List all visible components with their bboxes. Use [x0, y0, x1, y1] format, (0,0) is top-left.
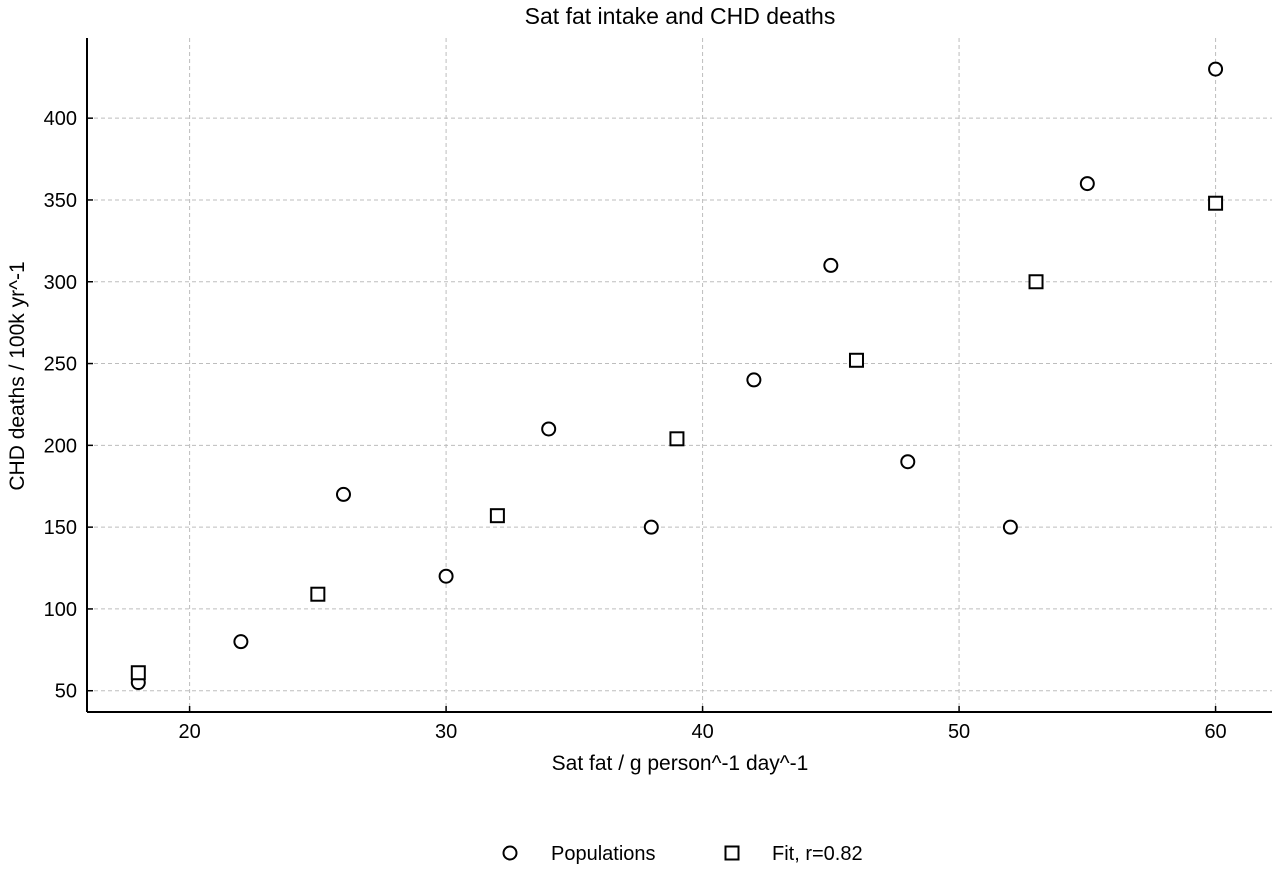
population-point — [1208, 61, 1224, 77]
y-tick-label: 350 — [44, 190, 77, 212]
y-tick-label: 250 — [44, 354, 77, 376]
population-point — [900, 454, 916, 470]
population-point — [746, 372, 762, 388]
axes — [86, 38, 1272, 713]
y-axis-label: CHD deaths / 100k yr^-1 — [6, 261, 29, 490]
x-axis-label: Sat fat / g person^-1 day^-1 — [552, 752, 809, 775]
x-tick-label: 60 — [1204, 721, 1226, 743]
legend-populations-marker — [502, 845, 518, 861]
fit-point — [1028, 274, 1044, 290]
y-tick-label: 200 — [44, 435, 77, 457]
population-point — [233, 634, 249, 650]
y-tick-label: 50 — [55, 681, 77, 703]
fit-point — [310, 586, 326, 602]
y-tick-label: 300 — [44, 272, 77, 294]
y-tick-label: 150 — [44, 517, 77, 539]
fit-point — [1208, 195, 1224, 211]
fit-point — [489, 508, 505, 524]
legend-fit-label: Fit, r=0.82 — [772, 843, 863, 865]
fit-point — [130, 665, 146, 681]
population-point — [438, 568, 454, 584]
x-tick-label: 30 — [435, 721, 457, 743]
y-tick-label: 400 — [44, 108, 77, 130]
y-tick-label: 100 — [44, 599, 77, 621]
legend-populations-label: Populations — [551, 843, 656, 865]
population-point — [335, 486, 351, 502]
population-point — [1002, 519, 1018, 535]
grid-lines — [87, 38, 1272, 712]
x-tick-label: 40 — [691, 721, 713, 743]
x-tick-label: 50 — [948, 721, 970, 743]
population-point — [823, 257, 839, 273]
fit-point — [848, 352, 864, 368]
data-points — [130, 61, 1224, 691]
fit-point — [669, 431, 685, 447]
tick-marks: 20 30 40 50 60 50 100 150 200 250 300 350 400 — [44, 108, 1227, 743]
chart-title: Sat fat intake and CHD deaths — [525, 3, 836, 29]
population-point — [1079, 176, 1095, 192]
legend-fit-marker — [724, 845, 740, 861]
population-point — [541, 421, 557, 437]
population-point — [643, 519, 659, 535]
legend: Populations Fit, r=0.82 — [502, 843, 863, 865]
x-tick-label: 20 — [178, 721, 200, 743]
